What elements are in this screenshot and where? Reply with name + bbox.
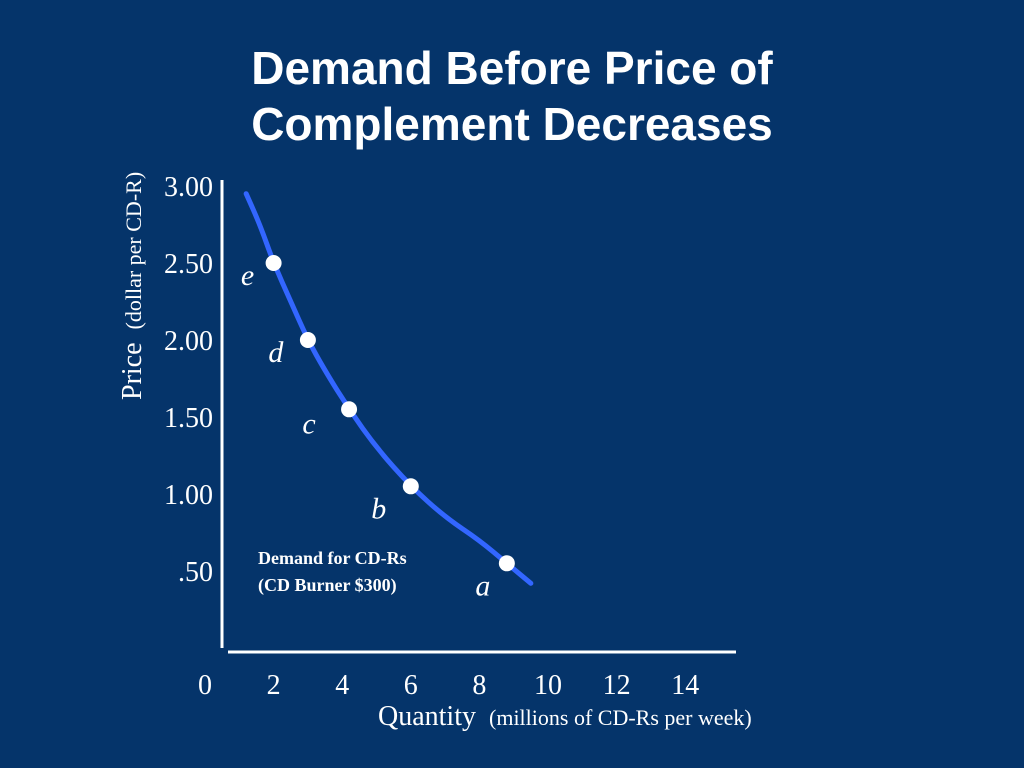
data-point-d <box>299 332 316 348</box>
series-name: Demand for CD-Rs <box>258 548 407 568</box>
x-tick-label: 14 <box>671 670 699 701</box>
point-label-c: c <box>302 407 315 440</box>
y-axis-label-unit: (dollar per CD-R) <box>121 172 146 330</box>
point-label-e: e <box>241 259 254 292</box>
y-tick-label: 2.50 <box>164 249 213 280</box>
data-point-b <box>402 478 419 495</box>
x-axis-label: Quantity (millions of CD-Rs per week) <box>378 701 752 732</box>
point-label-b: b <box>371 492 386 525</box>
axis-labels: Price (dollar per CD-R) Quantity (millio… <box>117 172 752 732</box>
x-tick-label: 4 <box>335 670 349 701</box>
x-tick-label: 2 <box>267 670 281 701</box>
y-tick-label: .50 <box>178 557 213 588</box>
tick-labels: 0 2 4 6 8 10 12 14 .50 1.00 1.50 2.00 2.50 3.00 <box>164 172 699 701</box>
x-axis-label-main: Quantity <box>378 701 476 732</box>
y-axis-label: Price (dollar per CD-R) <box>117 172 148 400</box>
data-point-e <box>265 255 282 271</box>
x-tick-label: 8 <box>472 670 486 701</box>
x-tick-label: 0 <box>198 670 212 701</box>
data-point-c <box>341 401 358 418</box>
y-tick-label: 3.00 <box>164 172 213 203</box>
data-points-layer: e d c b a <box>241 255 515 602</box>
demand-curve <box>243 191 534 586</box>
chart-axes <box>220 180 736 654</box>
x-tick-label: 6 <box>404 670 418 701</box>
title-line-2: Complement Decreases <box>251 98 773 150</box>
point-label-d: d <box>268 336 284 369</box>
x-axis-label-unit: (millions of CD-Rs per week) <box>489 705 752 730</box>
y-tick-label: 1.00 <box>164 480 213 511</box>
title-line-1: Demand Before Price of <box>251 42 773 94</box>
y-tick-label: 2.00 <box>164 326 213 357</box>
x-tick-label: 10 <box>534 670 562 701</box>
y-axis-label-main: Price <box>117 342 148 400</box>
x-tick-label: 12 <box>603 670 631 701</box>
slide-title: Demand Before Price of Complement Decrea… <box>0 40 1024 152</box>
point-label-a: a <box>475 569 490 602</box>
demand-curve-layer <box>243 191 534 586</box>
data-point-a <box>498 555 515 572</box>
series-subtitle: (CD Burner $300) <box>258 575 397 596</box>
y-tick-label: 1.50 <box>164 403 213 434</box>
